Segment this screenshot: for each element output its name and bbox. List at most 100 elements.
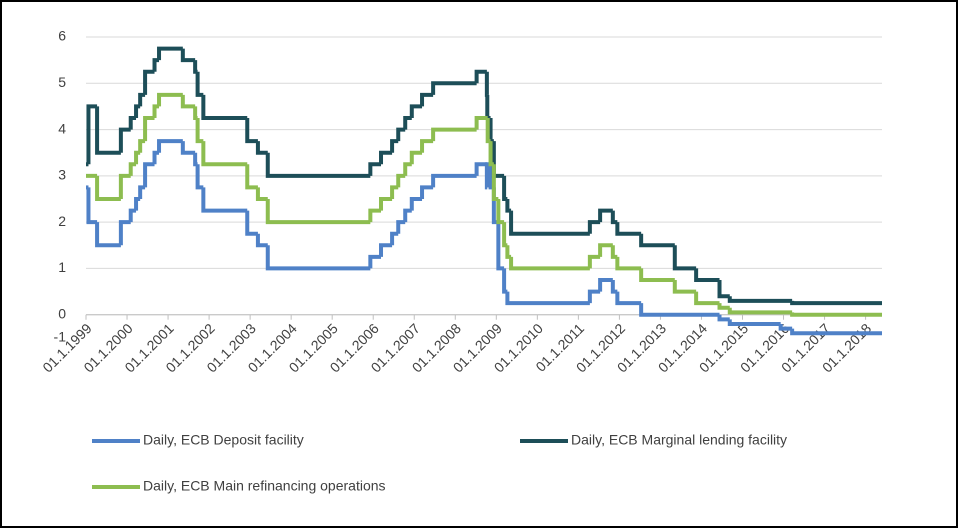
step-segment	[587, 254, 601, 269]
step-segment	[143, 69, 155, 95]
step-segment	[396, 127, 406, 142]
step-segment	[431, 81, 477, 95]
step-segment	[790, 300, 882, 306]
step-segment	[403, 162, 412, 176]
step-segment	[118, 127, 131, 153]
step-segment	[201, 94, 248, 120]
step-segment	[390, 231, 399, 246]
step-segment	[727, 319, 781, 326]
step-segment	[587, 220, 601, 234]
step-segment	[143, 162, 155, 188]
y-tick-label: 6	[58, 28, 66, 44]
step-segment	[118, 173, 131, 199]
step-segment	[727, 307, 793, 315]
step-segment	[639, 303, 720, 317]
step-segment	[152, 58, 160, 72]
y-tick-label: 2	[58, 213, 66, 229]
step-segment	[255, 187, 268, 201]
step-segment	[717, 280, 730, 299]
step-segment	[95, 175, 121, 201]
step-segment	[180, 48, 196, 63]
step-segment	[474, 162, 487, 176]
step-segment	[255, 141, 268, 155]
step-segment	[379, 150, 393, 165]
step-segment	[694, 291, 720, 306]
legend-label: Daily, ECB Marginal lending facility	[571, 432, 787, 448]
step-segment	[615, 291, 642, 306]
step-segment	[157, 46, 183, 61]
step-segment	[727, 296, 793, 303]
step-segment	[201, 141, 248, 167]
step-segment	[672, 280, 697, 294]
step-segment	[598, 208, 613, 223]
step-segment	[128, 162, 137, 176]
step-segment	[95, 222, 121, 248]
step-segment	[245, 210, 258, 236]
step-segment	[157, 92, 183, 107]
step-segment	[265, 245, 371, 271]
step-segment	[396, 173, 406, 188]
step-segment	[379, 243, 393, 257]
step-segment	[505, 291, 590, 306]
legend-label: Daily, ECB Main refinancing operations	[143, 478, 386, 494]
step-segment	[639, 233, 675, 248]
y-tick-label: 5	[58, 74, 66, 90]
step-segment	[201, 187, 248, 213]
y-tick-label: 4	[58, 120, 66, 136]
step-segment	[138, 139, 146, 153]
step-segment	[790, 312, 882, 317]
step-segment	[431, 173, 477, 188]
step-segment	[396, 220, 406, 234]
step-segment	[639, 268, 675, 282]
step-segment	[86, 187, 98, 225]
step-segment	[368, 162, 382, 176]
step-segment	[717, 314, 730, 322]
step-segment	[368, 208, 382, 223]
step-segment	[368, 254, 382, 269]
step-segment	[587, 289, 601, 304]
step-segment	[390, 185, 399, 199]
step-segment	[509, 256, 590, 271]
step-segment	[615, 222, 642, 236]
step-segment	[615, 256, 642, 271]
step-segment	[180, 94, 196, 109]
step-segment	[610, 245, 618, 259]
step-segment	[409, 150, 423, 165]
step-segment	[778, 323, 793, 331]
y-tick-label: 0	[58, 305, 66, 321]
legend-label: Daily, ECB Deposit facility	[143, 432, 304, 448]
step-segment	[180, 141, 196, 155]
step-segment	[403, 116, 412, 130]
step-segment	[143, 116, 155, 142]
step-segment	[694, 268, 720, 282]
step-segment	[505, 199, 512, 213]
step-segment	[502, 268, 508, 294]
step-segment	[717, 303, 730, 310]
step-segment	[474, 116, 488, 130]
step-segment	[509, 210, 590, 236]
step-segment	[134, 104, 141, 118]
step-segment	[195, 71, 204, 97]
y-tick-label: 3	[58, 167, 66, 183]
y-tick-label: 1	[58, 259, 66, 275]
step-segment	[265, 152, 371, 178]
step-segment	[245, 164, 258, 190]
step-segment	[610, 280, 618, 294]
step-segment	[118, 220, 131, 246]
step-segment	[390, 139, 399, 153]
step-segment	[431, 127, 477, 142]
step-segment	[157, 139, 183, 153]
step-segment	[255, 233, 268, 248]
y-tick-label: -1	[54, 328, 67, 344]
step-segment	[245, 118, 258, 144]
step-segment	[474, 69, 487, 84]
step-segment	[409, 104, 423, 118]
step-segment	[403, 208, 412, 223]
step-segment	[598, 278, 613, 292]
step-segment	[152, 104, 160, 118]
step-segment	[138, 185, 146, 199]
step-segment	[672, 245, 697, 271]
step-segment	[598, 243, 613, 257]
